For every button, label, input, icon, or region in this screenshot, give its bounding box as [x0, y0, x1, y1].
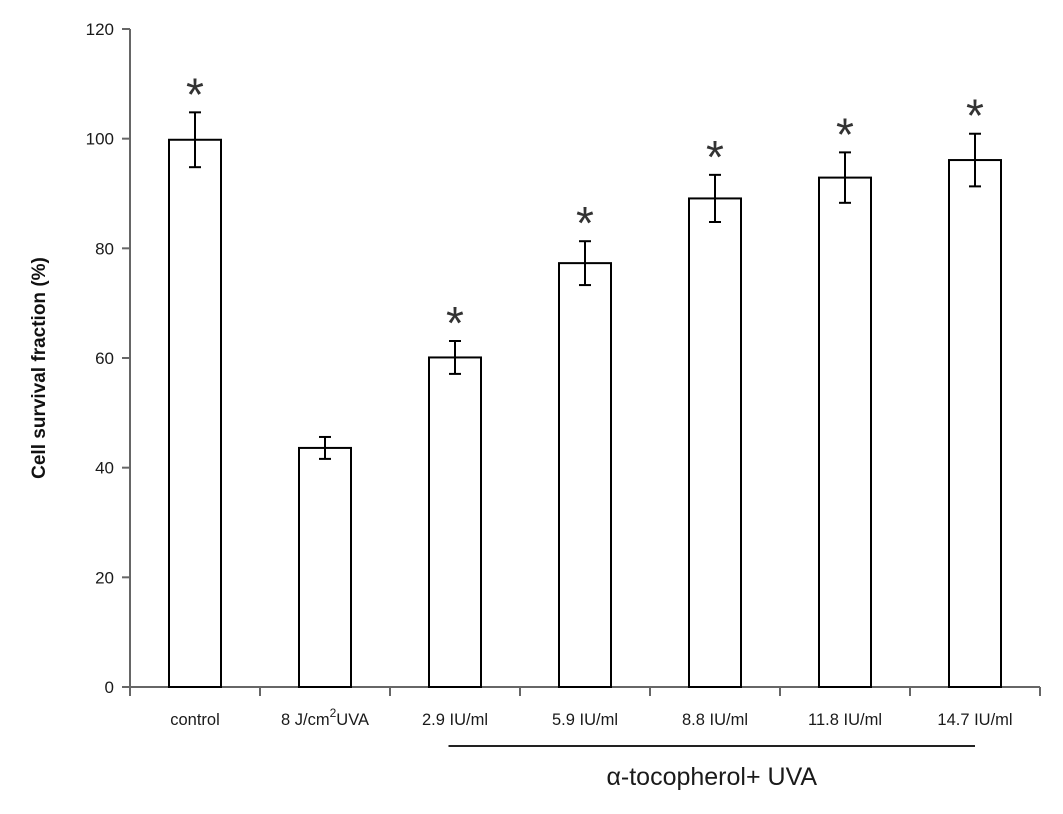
y-tick-label: 0: [105, 678, 114, 697]
error-bar: [449, 340, 461, 375]
error-bar: [969, 132, 981, 188]
bar: [818, 176, 872, 688]
y-tick-label: 80: [95, 239, 114, 258]
significance-marker: *: [446, 297, 464, 349]
error-bar: [189, 111, 201, 169]
group-bracket: α-tocopherol+ UVA: [448, 745, 975, 791]
bar: [688, 197, 742, 688]
x-tick-label: control: [170, 711, 220, 729]
bar: [298, 446, 352, 688]
y-tick-label: 40: [95, 459, 114, 478]
x-tick-label: 2.9 IU/ml: [422, 711, 488, 729]
y-axis-label: Cell survival fraction (%): [29, 257, 50, 479]
x-tick-label-main: 8 J/cm: [281, 711, 330, 729]
y-tick-label: 60: [95, 349, 114, 368]
x-tick-label: 8.8 IU/ml: [682, 711, 748, 729]
x-tick-label: 14.7 IU/ml: [937, 711, 1012, 729]
y-tick-label: 120: [86, 20, 114, 39]
group-label: α-tocopherol+ UVA: [606, 763, 817, 791]
y-axis: 0 20 40 60 80 100 120: [86, 20, 131, 697]
bar: [558, 262, 612, 688]
x-tick-label-superscript: 2: [330, 706, 337, 720]
y-tick-label: 100: [86, 130, 114, 149]
error-bar: [579, 240, 591, 287]
x-tick-label: 5.9 IU/ml: [552, 711, 618, 729]
bars: [168, 138, 1002, 689]
y-tick-label: 20: [95, 568, 114, 587]
significance-marker: *: [576, 197, 594, 249]
significance-marker: *: [186, 68, 204, 120]
x-tick-label: 11.8 IU/ml: [808, 711, 882, 729]
error-bars: [189, 111, 981, 460]
significance-marker: *: [706, 131, 724, 183]
x-tick-label-suffix: UVA: [336, 711, 369, 729]
bar: [168, 138, 222, 689]
error-bar: [839, 151, 851, 204]
bar: [428, 356, 482, 688]
x-axis: control 8 J/cm2UVA 2.9 IU/ml 5.9 IU/ml 8.8 I…: [129, 686, 1041, 729]
error-bar: [709, 173, 721, 224]
bar: [948, 159, 1002, 688]
significance-markers: * * * * * *: [186, 68, 984, 349]
x-tick-label: 8 J/cm2UVA: [281, 706, 369, 729]
significance-marker: *: [966, 90, 984, 142]
significance-marker: *: [836, 108, 854, 160]
error-bar: [319, 435, 331, 460]
